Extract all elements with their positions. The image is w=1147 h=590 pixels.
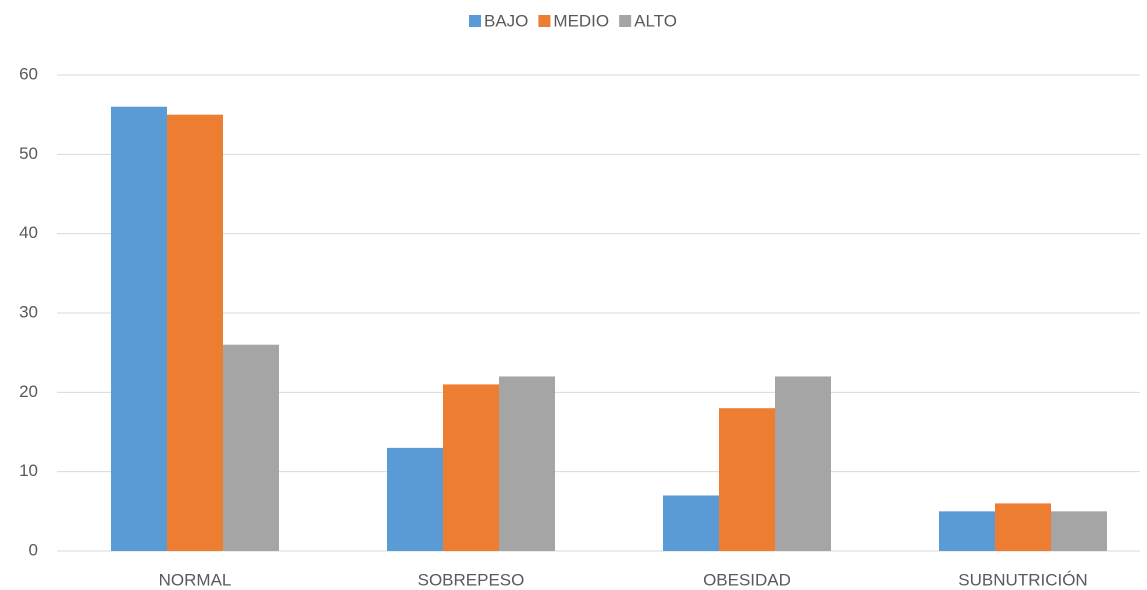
bar (223, 344, 279, 551)
bar (939, 511, 995, 551)
legend-swatch (619, 15, 632, 27)
bar (443, 384, 499, 551)
bar (387, 447, 443, 551)
y-tick-label: 10 (19, 461, 38, 480)
bar (663, 495, 719, 551)
y-tick-label: 40 (19, 223, 38, 242)
legend-label: BAJO (484, 11, 528, 30)
bar (499, 376, 555, 551)
bar (995, 503, 1051, 551)
legend-swatch (469, 15, 482, 27)
x-tick-label: OBESIDAD (703, 570, 791, 589)
y-tick-label: 0 (29, 540, 38, 559)
y-tick-label: 20 (19, 382, 38, 401)
x-tick-label: NORMAL (159, 570, 232, 589)
bar (719, 408, 775, 551)
bar (775, 376, 831, 551)
bar (111, 106, 167, 551)
legend-swatch (538, 15, 551, 27)
x-tick-label: SOBREPESO (418, 570, 525, 589)
x-tick-label: SUBNUTRICIÓN (958, 570, 1087, 589)
y-tick-label: 60 (19, 64, 38, 83)
bar (167, 114, 223, 552)
y-tick-label: 30 (19, 302, 38, 321)
bar (1051, 511, 1107, 551)
legend-label: MEDIO (553, 11, 609, 30)
legend-label: ALTO (634, 11, 677, 30)
y-tick-label: 50 (19, 144, 38, 163)
